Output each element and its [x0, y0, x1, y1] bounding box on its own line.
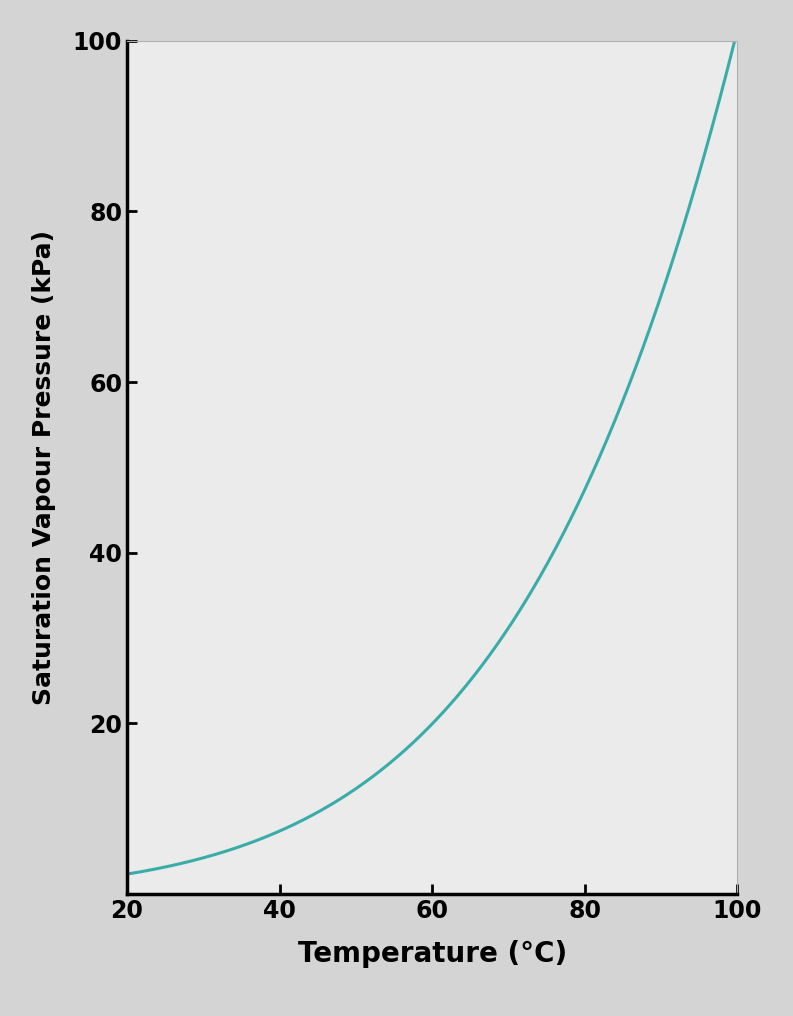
Y-axis label: Saturation Vapour Pressure (kPa): Saturation Vapour Pressure (kPa) — [32, 230, 56, 705]
X-axis label: Temperature (°C): Temperature (°C) — [297, 940, 567, 967]
